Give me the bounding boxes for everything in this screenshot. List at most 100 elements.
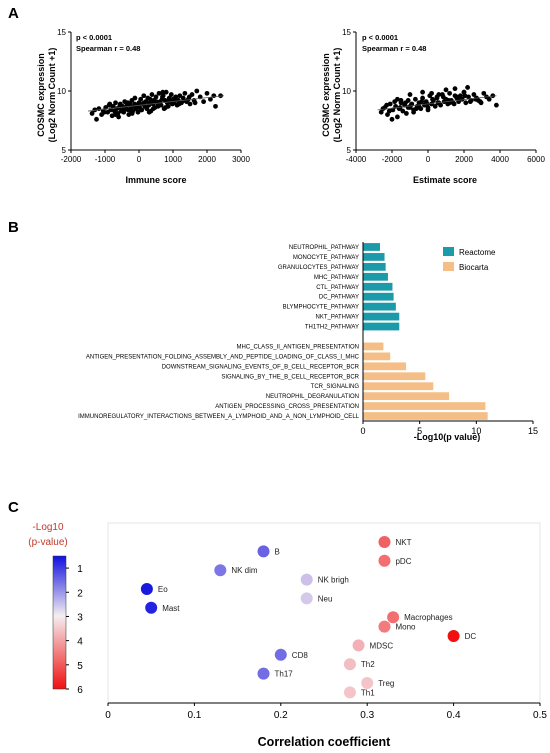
cell-point xyxy=(140,583,153,595)
pathway-bar xyxy=(363,412,488,420)
a1-point xyxy=(138,96,144,102)
a1-point xyxy=(157,102,162,108)
a1-point xyxy=(160,89,166,95)
colorbar-title: -Log10 xyxy=(32,522,64,533)
a1-point xyxy=(156,90,162,96)
a1-y-tick-label: 10 xyxy=(57,87,66,96)
cell-point xyxy=(145,601,158,614)
a1-point xyxy=(149,92,155,97)
colorbar-tick-label: 3 xyxy=(77,612,83,623)
a1-point xyxy=(113,100,118,106)
a1-x-tick-label: -2000 xyxy=(61,155,82,164)
pathway-label: MONOCYTE_PATHWAY xyxy=(293,255,359,261)
pathway-label: ANTIGEN_PRESENTATION_FOLDING_ASSEMBLY_AN… xyxy=(86,354,360,360)
pathway-label: DC_PATHWAY xyxy=(319,295,359,301)
a1-point xyxy=(132,101,137,107)
pathway-label: CTL_PATHWAY xyxy=(316,285,359,291)
cell-label: MDSC xyxy=(370,641,394,650)
a1-pvalue: p < 0.0001 xyxy=(76,33,112,42)
a2-point xyxy=(429,90,434,96)
a2-point xyxy=(384,102,389,108)
colorbar-title-2: (p-value) xyxy=(28,537,67,548)
a2-point xyxy=(390,107,396,113)
cell-label: Macrophages xyxy=(404,613,452,622)
a2-x-tick-label: 2000 xyxy=(455,155,473,164)
pathway-label: NEUTROPHIL_PATHWAY xyxy=(289,245,359,251)
pathway-bar xyxy=(363,352,391,361)
a2-point xyxy=(461,89,467,95)
a2-point xyxy=(404,111,409,116)
legend-reactome-label: Reactome xyxy=(459,248,496,257)
a1-point xyxy=(163,105,168,110)
a1-fit-line xyxy=(87,95,225,112)
a2-points xyxy=(377,85,499,122)
a2-point xyxy=(407,92,413,97)
pathway-label: GRANULOCYTES_PATHWAY xyxy=(278,265,359,271)
pathway-bar xyxy=(363,312,400,321)
colorbar-tick-label: 1 xyxy=(77,564,83,575)
a2-point xyxy=(490,93,496,99)
a1-point xyxy=(192,100,198,106)
a2-x-tick-label: 0 xyxy=(426,155,431,164)
a2-x-tick-label: 6000 xyxy=(527,155,545,164)
pathway-bar xyxy=(363,342,384,351)
scatter-immune-score: p < 0.0001 Spearman r = 0.48 COSMC expre… xyxy=(36,28,250,185)
a2-x-tick-label: -2000 xyxy=(382,155,403,164)
a1-point xyxy=(94,116,99,122)
a2-point xyxy=(420,89,425,95)
a1-point xyxy=(117,102,123,108)
panel-c-letter: C xyxy=(8,499,19,516)
a2-point xyxy=(454,94,460,100)
a2-point xyxy=(432,103,438,109)
a1-points xyxy=(87,88,225,122)
b-axes: 0 5 10 15 xyxy=(360,242,538,436)
pathway-label: IMMUNOREGULATORY_INTERACTIONS_BETWEEN_A_… xyxy=(78,414,360,420)
a1-point xyxy=(176,101,182,107)
a1-point xyxy=(92,107,98,113)
cell-point xyxy=(343,658,356,671)
cell-label: NK brigh xyxy=(318,576,349,585)
a1-point xyxy=(201,99,207,105)
a2-x-tick-label: 4000 xyxy=(491,155,509,164)
a2-point xyxy=(451,101,457,107)
legend-biocarta-swatch xyxy=(443,262,454,271)
colorbar-tick-label: 5 xyxy=(77,661,83,672)
pathway-label: NKT_PATHWAY xyxy=(316,315,359,321)
a2-point xyxy=(389,116,395,122)
pathway-bar xyxy=(363,292,394,301)
a2-point xyxy=(378,109,384,115)
c-xlabel: Correlation coefficient xyxy=(258,735,391,749)
c-x-tick-label: 0 xyxy=(105,710,111,721)
a2-x-tick-label: -4000 xyxy=(346,155,367,164)
cell-point xyxy=(378,620,391,633)
a1-x-tick-label: -1000 xyxy=(95,155,116,164)
colorbar xyxy=(52,555,67,690)
cell-correlation-chart: -Log10 (p-value) 1 2 3 4 5 6 0 0.1 0.2 0.3 0.4 0.5… xyxy=(28,522,547,749)
pathway-label: NEUTROPHIL_DEGRANULATION xyxy=(266,394,359,400)
c-plot-frame xyxy=(107,522,541,704)
a1-point xyxy=(182,90,188,96)
a2-point xyxy=(425,107,431,113)
a2-fit-line xyxy=(377,95,497,111)
a2-point xyxy=(395,96,400,102)
legend-biocarta-label: Biocarta xyxy=(459,263,489,272)
pathway-bar xyxy=(363,382,434,391)
pathway-bar xyxy=(363,262,386,271)
cell-label: Treg xyxy=(378,679,394,688)
cell-label: NKT xyxy=(395,538,411,547)
pathway-label: BLYMPHOCYTE_PATHWAY xyxy=(283,305,359,311)
a2-y-tick-label: 15 xyxy=(342,28,351,37)
a1-point xyxy=(112,112,118,117)
b-x-tick-label: 5 xyxy=(417,426,422,436)
a2-point xyxy=(465,85,470,90)
c-x-tick-label: 0.2 xyxy=(274,710,288,721)
pathway-label: TCR_SIGNALING xyxy=(311,384,360,390)
cell-point xyxy=(352,639,365,652)
b-x-tick-label: 10 xyxy=(471,426,481,436)
cell-point xyxy=(257,545,270,558)
a2-point xyxy=(413,96,418,102)
a2-point xyxy=(430,96,435,102)
a1-point xyxy=(110,103,116,109)
a2-point xyxy=(466,94,471,100)
